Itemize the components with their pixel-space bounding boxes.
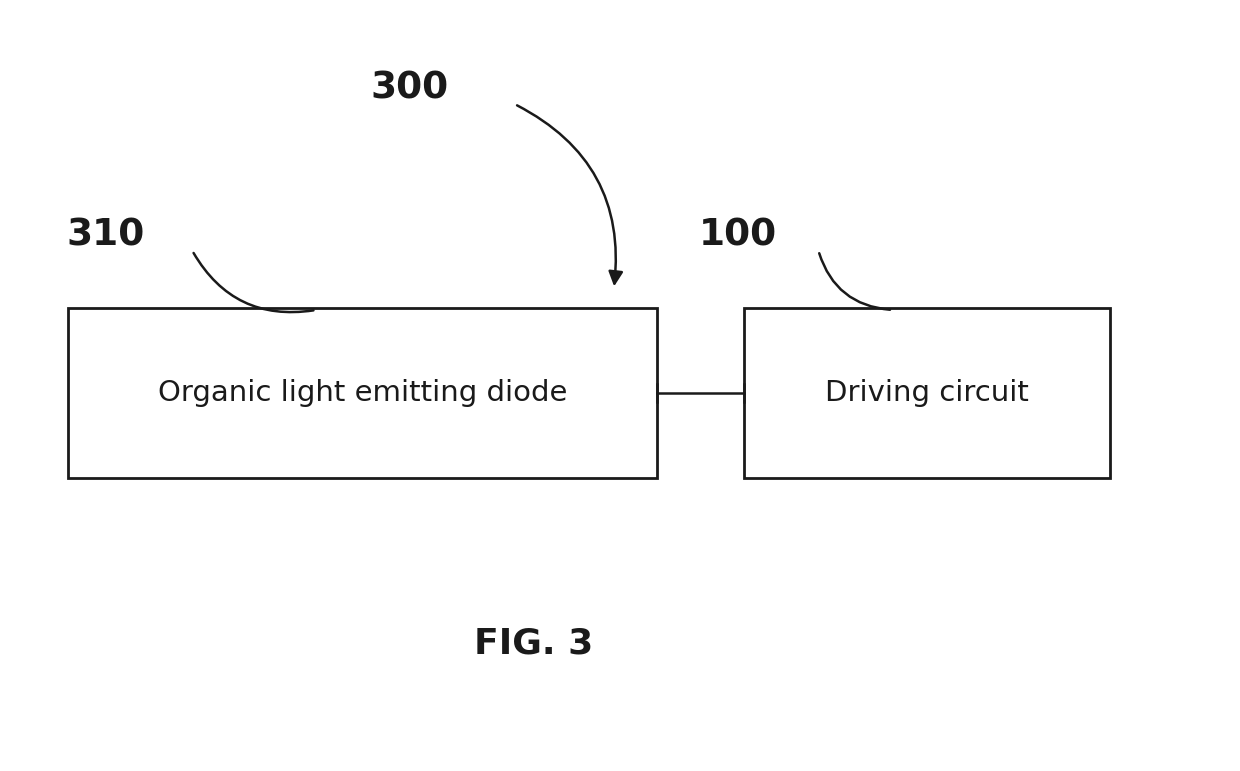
Bar [744,308,1110,478]
Bar [68,308,657,478]
Text: Driving circuit: Driving circuit [825,379,1029,407]
Text: Organic light emitting diode: Organic light emitting diode [157,379,568,407]
Text: 100: 100 [698,217,777,253]
Text: FIG. 3: FIG. 3 [474,627,593,661]
Text: 310: 310 [66,217,145,253]
Text: 300: 300 [370,71,449,106]
